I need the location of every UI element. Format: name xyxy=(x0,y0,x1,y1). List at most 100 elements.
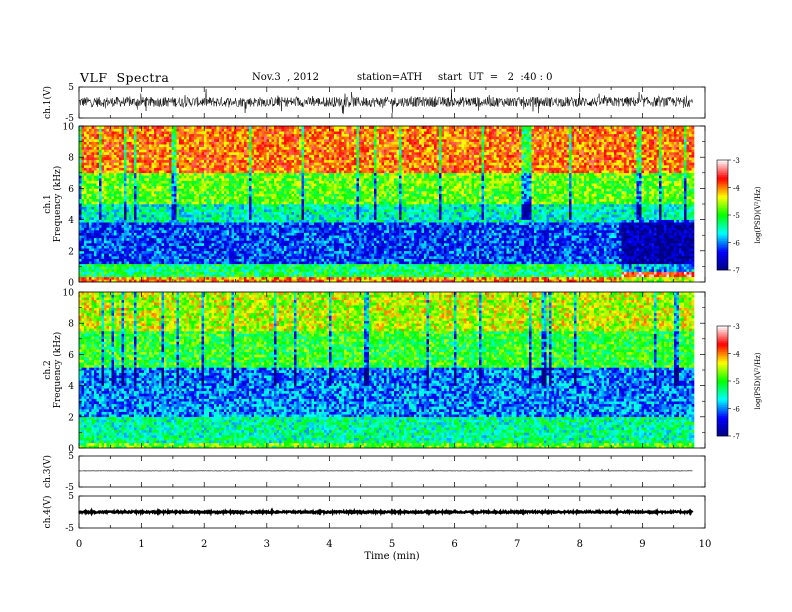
spectrogram-cell xyxy=(102,220,105,223)
spectrogram-cell xyxy=(87,157,90,160)
spectrogram-cell xyxy=(114,168,117,171)
spectrogram-cell xyxy=(137,235,140,238)
spectrogram-cell xyxy=(144,207,147,210)
spectrogram-cell xyxy=(117,136,120,139)
spectrogram-cell xyxy=(117,240,120,243)
spectrogram-cell xyxy=(104,225,107,228)
spectrogram-cell xyxy=(114,194,117,197)
spectrogram-cell xyxy=(142,266,145,269)
spectrogram-cell xyxy=(127,214,130,217)
spectrogram-cell xyxy=(94,251,97,254)
spectrogram-cell xyxy=(117,256,120,259)
spectrogram-cell xyxy=(102,207,105,210)
spectrogram-cell xyxy=(137,253,140,256)
spectrogram-cell xyxy=(119,175,122,178)
spectrogram-cell xyxy=(127,277,130,280)
spectrogram-cell xyxy=(117,266,120,269)
spectrogram-cell xyxy=(124,155,127,158)
spectrogram-cell xyxy=(144,217,147,220)
spectrogram-cell xyxy=(79,253,82,256)
spectrogram-cell xyxy=(107,235,110,238)
spectrogram-cell xyxy=(122,131,125,134)
spectrogram-cell xyxy=(142,238,145,241)
spectrogram-cell xyxy=(79,175,82,178)
spectrogram-cell xyxy=(124,139,127,142)
spectrogram-cell xyxy=(124,160,127,163)
spectrogram-cell xyxy=(87,209,90,212)
spectrogram-cell xyxy=(97,136,100,139)
spectrogram-cell xyxy=(134,196,137,199)
spectrogram-cell xyxy=(89,233,92,236)
spectrogram-cell xyxy=(109,230,112,233)
spectrogram-cell xyxy=(89,212,92,215)
spectrogram-cell xyxy=(94,269,97,272)
spectrogram-cell xyxy=(142,165,145,168)
spectrogram-cell xyxy=(102,183,105,186)
spectrogram-cell xyxy=(99,157,102,160)
spectrogram-cell xyxy=(137,165,140,168)
spectrogram-cell xyxy=(82,214,85,217)
spectrogram-cell xyxy=(87,235,90,238)
spectrogram-cell xyxy=(97,152,100,155)
spectrogram-cell xyxy=(112,248,115,251)
spectrogram-cell xyxy=(132,253,135,256)
spectrogram-cell xyxy=(87,212,90,215)
spectrogram-cell xyxy=(84,230,87,233)
spectrogram-cell xyxy=(129,235,132,238)
spectrogram-cell xyxy=(107,173,110,176)
spectrogram-cell xyxy=(112,162,115,165)
spectrogram-cell xyxy=(137,266,140,269)
spectrogram-cell xyxy=(84,131,87,134)
spectrogram-cell xyxy=(84,256,87,259)
spectrogram-cell xyxy=(119,256,122,259)
spectrogram-cell xyxy=(97,259,100,262)
spectrogram-cell xyxy=(114,129,117,132)
spectrogram-cell xyxy=(89,222,92,225)
spectrogram-cell xyxy=(97,246,100,249)
spectrogram-cell xyxy=(84,259,87,262)
spectrogram-cell xyxy=(124,212,127,215)
spectrogram-cell xyxy=(104,274,107,277)
spectrogram-cell xyxy=(99,136,102,139)
spectrogram-cell xyxy=(117,251,120,254)
spectrogram-cell xyxy=(109,256,112,259)
spectrogram-cell xyxy=(134,225,137,228)
spectrogram-cell xyxy=(89,269,92,272)
spectrogram-cell xyxy=(122,214,125,217)
spectrogram-cell xyxy=(94,227,97,230)
spectrogram-cell xyxy=(139,266,142,269)
spectrogram-cell xyxy=(89,188,92,191)
spectrogram-cell xyxy=(107,149,110,152)
spectrogram-cell xyxy=(129,238,132,241)
spectrogram-cell xyxy=(79,209,82,212)
spectrogram-cell xyxy=(137,230,140,233)
spectrogram-cell xyxy=(112,168,115,171)
spectrogram-cell xyxy=(102,162,105,165)
spectrogram-cell xyxy=(114,238,117,241)
spectrogram-cell xyxy=(94,264,97,267)
spectrogram-cell xyxy=(144,235,147,238)
spectrogram-cell xyxy=(92,155,95,158)
spectrogram-cell xyxy=(107,155,110,158)
spectrogram-cell xyxy=(82,175,85,178)
spectrogram-cell xyxy=(132,186,135,189)
spectrogram-cell xyxy=(112,191,115,194)
spectrogram-cell xyxy=(142,201,145,204)
spectrogram-cell xyxy=(92,222,95,225)
spectrogram-cell xyxy=(97,243,100,246)
spectrogram-cell xyxy=(84,194,87,197)
spectrogram-cell xyxy=(84,126,87,129)
spectrogram-cell xyxy=(109,220,112,223)
spectrogram-cell xyxy=(89,274,92,277)
spectrogram-cell xyxy=(107,142,110,145)
spectrogram-cell xyxy=(127,251,130,254)
spectrogram-cell xyxy=(142,217,145,220)
spectrogram-cell xyxy=(104,186,107,189)
spectrogram-cell xyxy=(87,188,90,191)
spectrogram-cell xyxy=(102,274,105,277)
spectrogram-cell xyxy=(87,246,90,249)
spectrogram-cell xyxy=(109,188,112,191)
spectrogram-cell xyxy=(137,131,140,134)
spectrogram-cell xyxy=(117,131,120,134)
spectrogram-cell xyxy=(129,131,132,134)
